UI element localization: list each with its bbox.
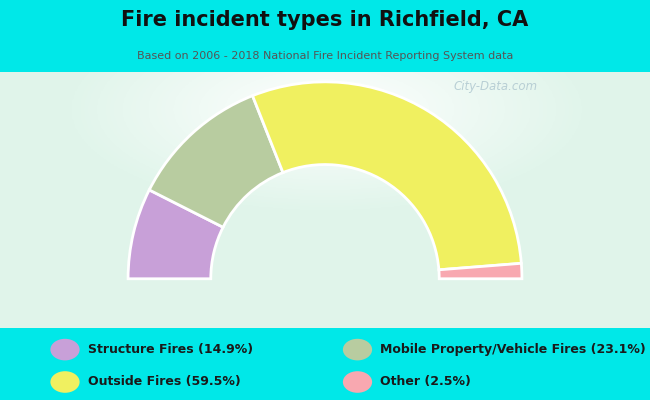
Ellipse shape — [343, 339, 372, 360]
Wedge shape — [252, 82, 521, 270]
Ellipse shape — [51, 339, 79, 360]
Ellipse shape — [343, 371, 372, 393]
Text: City-Data.com: City-Data.com — [454, 80, 538, 93]
Text: Structure Fires (14.9%): Structure Fires (14.9%) — [88, 343, 253, 356]
Text: Mobile Property/Vehicle Fires (23.1%): Mobile Property/Vehicle Fires (23.1%) — [380, 343, 646, 356]
Wedge shape — [150, 96, 283, 227]
Ellipse shape — [51, 371, 79, 393]
Text: Other (2.5%): Other (2.5%) — [380, 376, 471, 388]
Text: Based on 2006 - 2018 National Fire Incident Reporting System data: Based on 2006 - 2018 National Fire Incid… — [136, 51, 514, 61]
Text: Outside Fires (59.5%): Outside Fires (59.5%) — [88, 376, 240, 388]
Text: Fire incident types in Richfield, CA: Fire incident types in Richfield, CA — [122, 10, 528, 30]
Wedge shape — [128, 190, 223, 279]
Wedge shape — [439, 263, 522, 279]
